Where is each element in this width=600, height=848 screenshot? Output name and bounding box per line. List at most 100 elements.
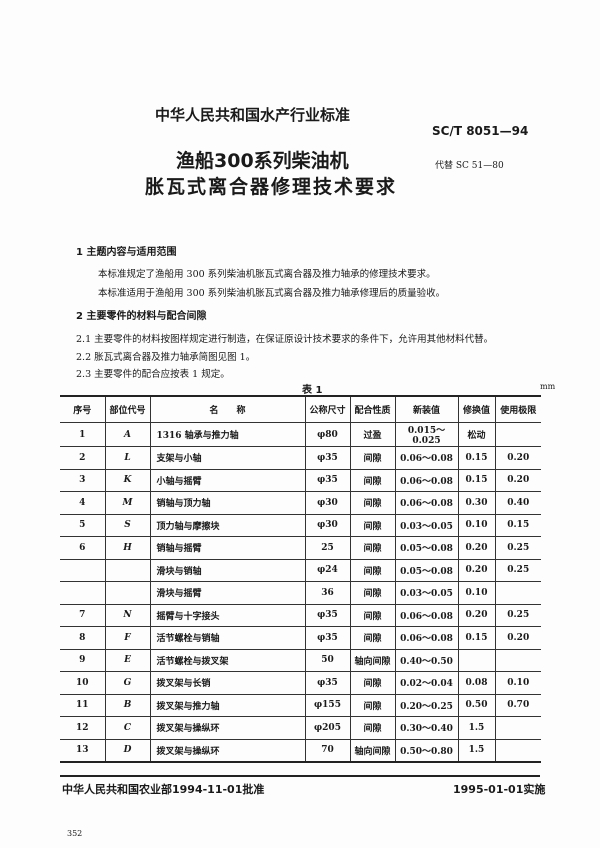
table-cell: 0.15 (457, 468, 495, 492)
table-cell (60, 558, 105, 582)
table-cell: 0.15 (457, 446, 495, 470)
page-number: 352 (67, 829, 83, 838)
table-row: 7 N 摇臂与十字接头 φ35 间隙 0.06～0.08 0.20 0.25 (60, 603, 541, 627)
table-cell: φ24 (304, 558, 350, 582)
table-cell: 0.25 (494, 558, 541, 582)
table-cell: B (104, 693, 150, 717)
table-cell: φ35 (304, 603, 350, 627)
table-cell: 间隙 (349, 603, 395, 627)
table-cell: 36 (304, 581, 350, 605)
table-cell: 0.06～0.08 (394, 603, 458, 627)
table-cell: 0.50～0.80 (394, 738, 458, 763)
table-cell: 1 (60, 422, 105, 447)
table-row: 滑块与销轴 φ24 间隙 0.05～0.08 0.20 0.25 (60, 558, 541, 582)
table-cell: 8 (60, 626, 105, 650)
table-row: 滑块与摇臂 36 间隙 0.03～0.05 0.10 (60, 581, 541, 605)
table-cell: 拨叉架与操纵环 (149, 738, 305, 763)
table-cell: 0.03～0.05 (394, 513, 458, 537)
standard-code: SC/T 8051—94 (432, 124, 529, 138)
table-cell: 间隙 (349, 468, 395, 492)
table-cell: N (104, 603, 150, 627)
table-cell: 1316 轴承与推力轴 (149, 422, 305, 447)
table-cell: 0.15 (494, 513, 541, 537)
table-cell: 0.05～0.08 (394, 558, 458, 582)
table-cell: G (104, 671, 150, 695)
table-cell: 0.10 (494, 671, 541, 695)
table-cell: 1.5 (457, 738, 495, 763)
table-cell: A (104, 422, 150, 447)
table-cell: 轴向间隙 (349, 648, 395, 672)
table-cell: 0.015～0.025 (394, 422, 458, 447)
table-cell: 0.06～0.08 (394, 468, 458, 492)
table-cell: 0.10 (457, 513, 495, 537)
table-cell: 拨叉架与推力轴 (149, 693, 305, 717)
table-cell: 活节螺栓与销轴 (149, 626, 305, 650)
column-header: 名 称 (149, 395, 305, 423)
table-row: 6 H 销轴与摇臂 25 间隙 0.05～0.08 0.20 0.25 (60, 536, 541, 560)
column-header: 配合性质 (349, 395, 395, 423)
table-row: 5 S 顶力轴与摩擦块 φ30 间隙 0.03～0.05 0.10 0.15 (60, 513, 541, 537)
footer-divider (60, 775, 540, 777)
table-cell (494, 738, 541, 763)
table-cell: φ35 (304, 446, 350, 470)
table-cell: 13 (60, 738, 105, 763)
title-line2: 胀瓦式离合器修理技术要求 (145, 176, 398, 198)
table-cell: φ155 (304, 693, 350, 717)
table-cell: 0.08 (457, 671, 495, 695)
section-2-heading: 2 主要零件的材料与配合间隙 (76, 311, 207, 322)
table-cell: 拨叉架与操纵环 (149, 716, 305, 740)
table-cell (494, 716, 541, 740)
table-cell (104, 581, 150, 605)
table-cell (494, 648, 541, 672)
table-cell: 0.20 (494, 468, 541, 492)
table-cell: 0.20 (457, 558, 495, 582)
table-cell: φ30 (304, 513, 350, 537)
table-cell: 0.15 (457, 626, 495, 650)
table-header-row: 序号 部位代号名 称公称尺寸 配合性质 新装值 修换值 使用极限 (60, 395, 541, 423)
table-cell: 松动 (457, 422, 495, 447)
table-cell: 4 (60, 491, 105, 515)
table-row: 1 A 1316 轴承与推力轴 φ80 过盈 0.015～0.025 松动 (60, 422, 541, 447)
table-cell: 间隙 (349, 491, 395, 515)
table-cell: M (104, 491, 150, 515)
table-cell: 销轴与顶力轴 (149, 491, 305, 515)
table-cell: 1.5 (457, 716, 495, 740)
table-cell: 0.50 (457, 693, 495, 717)
table-cell: 0.25 (494, 536, 541, 560)
paragraph: 2.3 主要零件的配合应按表 1 规定。 (76, 369, 230, 380)
paragraph: 本标准规定了渔船用 300 系列柴油机胀瓦式离合器及推力轴承的修理技术要求。 (98, 269, 436, 280)
table-cell (104, 558, 150, 582)
table-cell: 10 (60, 671, 105, 695)
table-cell (457, 648, 495, 672)
table-row: 8 F 活节螺栓与销轴 φ35 间隙 0.06～0.08 0.15 0.20 (60, 626, 541, 650)
table-cell: 滑块与销轴 (149, 558, 305, 582)
table-cell: 2 (60, 446, 105, 470)
table-cell: C (104, 716, 150, 740)
table-cell: 0.20 (457, 536, 495, 560)
table-cell: 顶力轴与摩擦块 (149, 513, 305, 537)
table-cell: 0.02～0.04 (394, 671, 458, 695)
issuing-org: 中华人民共和国水产行业标准 (155, 106, 351, 124)
column-header: 序号 (60, 395, 105, 423)
table-cell: 活节螺栓与拨叉架 (149, 648, 305, 672)
table-cell: 拨叉架与长销 (149, 671, 305, 695)
table-cell: 70 (304, 738, 350, 763)
table-cell: 0.10 (457, 581, 495, 605)
table-caption: 表 1 (302, 385, 323, 396)
table-cell: 0.25 (494, 603, 541, 627)
approval-note: 中华人民共和国农业部1994-11-01批准 (62, 783, 265, 796)
table-cell: φ35 (304, 468, 350, 492)
table-cell: 0.20 (494, 446, 541, 470)
table-cell: 小轴与摇臂 (149, 468, 305, 492)
table-cell: 0.30 (457, 491, 495, 515)
table-cell: 5 (60, 513, 105, 537)
table-row: 10 G 拨叉架与长销 φ35 间隙 0.02～0.04 0.08 0.10 (60, 671, 541, 695)
table-cell: 9 (60, 648, 105, 672)
table-cell: 滑块与摇臂 (149, 581, 305, 605)
table-cell: 过盈 (349, 422, 395, 447)
table-cell: 0.05～0.08 (394, 536, 458, 560)
effective-note: 1995-01-01实施 (453, 783, 546, 796)
table-cell: 0.30～0.40 (394, 716, 458, 740)
table-cell: K (104, 468, 150, 492)
table-cell: H (104, 536, 150, 560)
